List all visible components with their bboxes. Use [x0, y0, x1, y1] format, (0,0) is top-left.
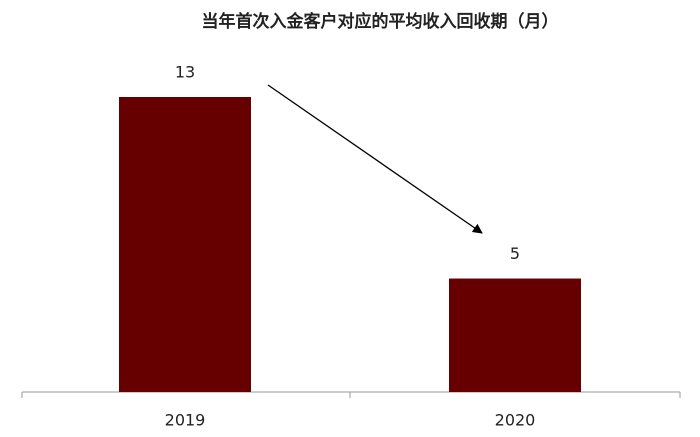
bar	[449, 278, 581, 392]
x-tick-label: 2020	[495, 411, 536, 430]
data-label: 5	[510, 244, 520, 263]
bar	[119, 97, 251, 392]
data-label: 13	[175, 63, 195, 82]
x-tick-label: 2019	[165, 411, 206, 430]
chart-title: 当年首次入金客户对应的平均收入回收期（月）	[202, 11, 559, 32]
trend-arrow	[267, 84, 483, 234]
